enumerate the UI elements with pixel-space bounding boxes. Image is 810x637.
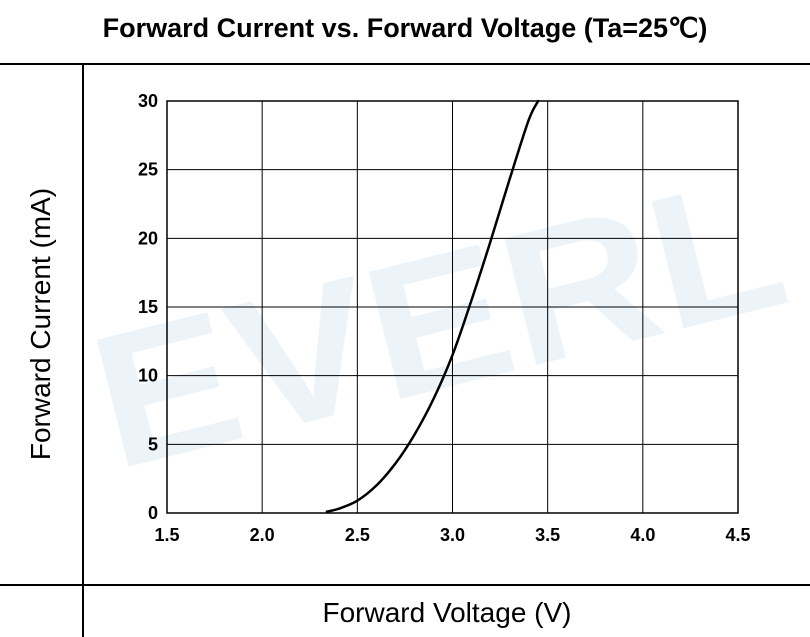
y-tick-label: 20 — [138, 228, 158, 248]
y-tick-label: 10 — [138, 366, 158, 386]
y-tick-label: 0 — [148, 503, 158, 523]
watermark: EVERL — [74, 135, 804, 510]
x-tick-label: 4.5 — [725, 525, 750, 545]
x-axis-label: Forward Voltage (V) — [322, 597, 572, 628]
x-tick-label: 2.0 — [250, 525, 275, 545]
y-tick-label: 15 — [138, 297, 158, 317]
chart-title: Forward Current vs. Forward Voltage (Ta=… — [102, 13, 708, 43]
footer-divider — [0, 584, 810, 586]
x-tick-label: 3.5 — [535, 525, 560, 545]
x-tick-label: 3.0 — [440, 525, 465, 545]
series-line — [325, 99, 540, 513]
tick-labels: 1.5 2.0 2.5 3.0 3.5 4.0 4.5 0 5 10 15 20 25 30 — [138, 91, 751, 545]
grid — [166, 100, 739, 514]
x-tick-label: 4.0 — [630, 525, 655, 545]
label-column-divider — [82, 64, 84, 637]
header-divider — [0, 63, 810, 65]
x-tick-label: 2.5 — [345, 525, 370, 545]
y-tick-label: 25 — [138, 160, 158, 180]
y-tick-label: 5 — [148, 434, 158, 454]
series-layer — [325, 99, 540, 513]
watermark-text: EVERL — [74, 135, 804, 510]
x-tick-label: 1.5 — [154, 525, 179, 545]
y-tick-label: 30 — [138, 91, 158, 111]
